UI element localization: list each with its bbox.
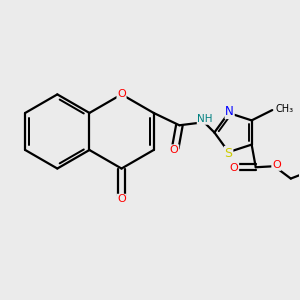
Text: S: S <box>225 147 232 160</box>
Text: CH₃: CH₃ <box>275 104 293 114</box>
Text: O: O <box>170 145 178 155</box>
Text: O: O <box>117 194 126 204</box>
Text: O: O <box>117 89 126 99</box>
Text: N: N <box>225 105 234 119</box>
Text: O: O <box>272 160 281 170</box>
Text: NH: NH <box>197 114 213 124</box>
Text: O: O <box>230 163 239 173</box>
